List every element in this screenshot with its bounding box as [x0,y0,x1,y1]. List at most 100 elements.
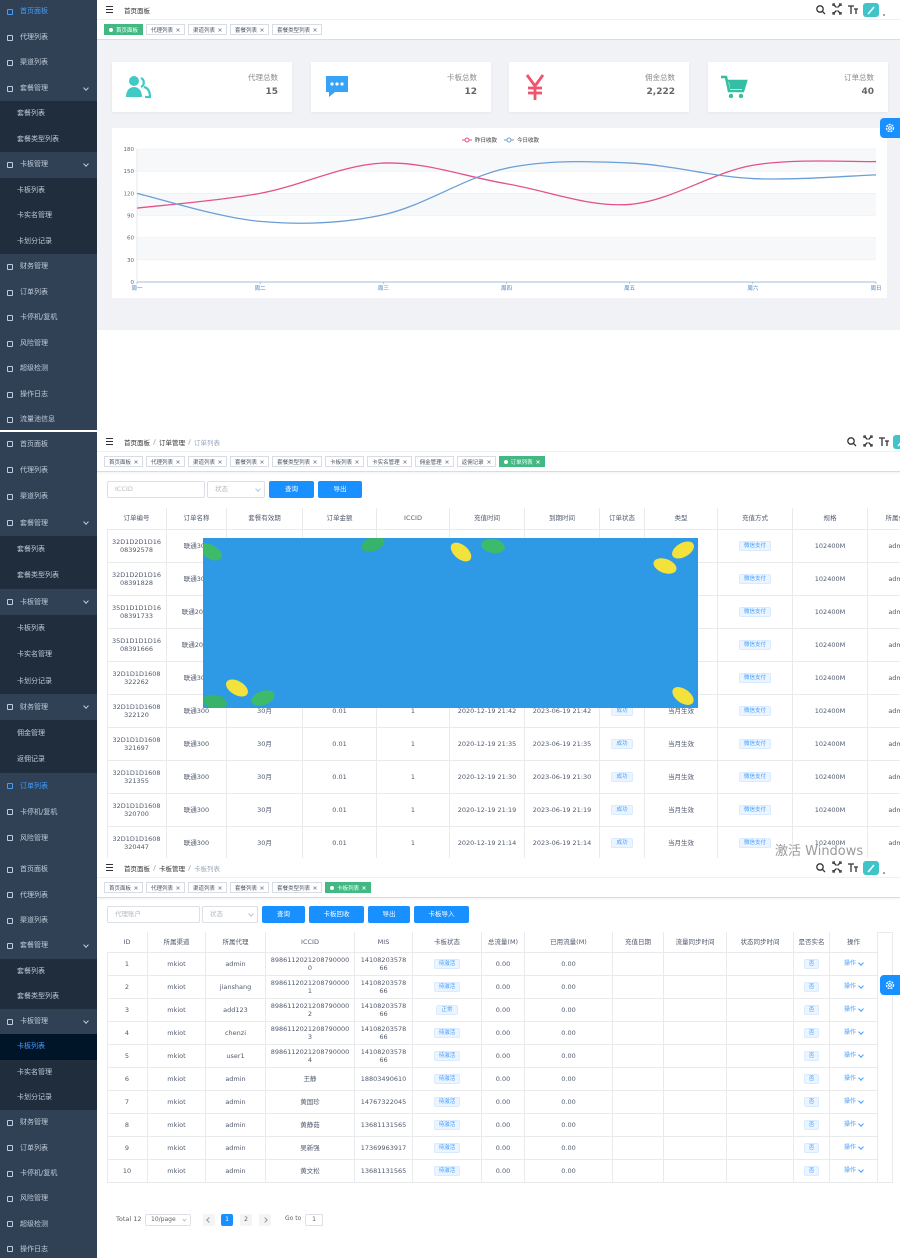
menu-item[interactable]: 流量池信息 [0,407,97,430]
tag[interactable]: 渠道列表 [188,456,228,467]
menu-item[interactable]: 套餐管理 [0,75,97,102]
page-arrow[interactable] [259,1214,271,1226]
submenu-item[interactable]: 套餐列表 [0,536,97,563]
tag-close[interactable] [176,459,180,464]
submenu-item[interactable]: 套餐列表 [0,101,97,127]
settings-button[interactable] [880,118,900,138]
submenu-item[interactable]: 套餐类型列表 [0,983,97,1010]
menu-item[interactable]: 订单列表 [0,1135,97,1161]
page-number[interactable]: 2 [240,1214,252,1226]
action-link[interactable]: 操作 [843,983,856,991]
stat-card[interactable]: 代理总数 15 [112,62,292,112]
stat-card[interactable]: 卡板总数 12 [311,62,491,112]
tag[interactable]: 卡实名管理 [367,456,412,467]
tag-close[interactable] [444,459,449,464]
menu-item[interactable]: 卡停机/复机 [0,1160,97,1187]
tag[interactable]: 套餐列表 [230,882,270,893]
menu-item[interactable]: 超级检测 [0,356,97,382]
breadcrumb-item[interactable]: 订单管理 [159,439,185,447]
menu-item[interactable]: 风险管理 [0,330,97,357]
submenu-item[interactable]: 佣金管理 [0,720,97,747]
stat-card[interactable]: 订单总数 40 [708,62,888,112]
tag[interactable]: 卡板列表 [325,456,365,467]
tag-close[interactable] [313,459,317,464]
action-link[interactable]: 操作 [843,1121,856,1129]
search-input[interactable]: 代理账户 [107,906,200,923]
tag-close[interactable] [218,27,222,32]
action-link[interactable]: 操作 [843,1006,856,1014]
tag-close[interactable] [260,459,264,464]
tag[interactable]: 套餐列表 [230,456,270,467]
submenu-item[interactable]: 卡实名管理 [0,641,97,668]
tag[interactable]: 代理列表 [146,24,186,35]
status-select[interactable]: 状态 [202,906,258,923]
tag-close[interactable] [355,459,359,464]
button[interactable]: 卡板回收 [309,906,364,923]
submenu-item[interactable]: 返佣记录 [0,746,97,773]
button[interactable]: 查询 [262,906,305,923]
menu-item[interactable]: 代理列表 [0,882,97,908]
menu-item[interactable]: 超级检测 [0,1211,97,1237]
tag[interactable]: 套餐列表 [230,24,270,35]
action-link[interactable]: 操作 [843,1075,856,1083]
page-number[interactable]: 1 [221,1214,233,1226]
action-link[interactable]: 操作 [843,1144,856,1152]
button[interactable]: 卡板导入 [414,906,469,923]
menu-item[interactable]: 首页面板 [0,858,97,883]
tag-close[interactable] [176,27,180,32]
tag[interactable]: 佣金管理 [414,456,454,467]
menu-item[interactable]: 渠道列表 [0,907,97,934]
menu-item[interactable]: 卡板管理 [0,588,97,615]
tag-close[interactable] [260,885,264,890]
menu-item[interactable]: 操作日志 [0,381,97,408]
tag[interactable]: 渠道列表 [188,882,228,893]
tag[interactable]: 渠道列表 [188,24,228,35]
tag-close[interactable] [313,885,317,890]
menu-item[interactable]: 卡停机/复机 [0,799,97,826]
page-size-select[interactable]: 10/page [145,1214,191,1226]
tag[interactable]: 首页面板 [104,24,144,35]
menu-item[interactable]: 首页面板 [0,0,97,25]
tag[interactable]: 首页面板 [104,882,144,893]
tag[interactable]: 返佣记录 [456,456,496,467]
tag-close[interactable] [535,459,540,464]
button[interactable]: 导出 [318,481,362,498]
menu-item[interactable]: 套餐管理 [0,509,97,537]
menu-item[interactable]: 风险管理 [0,1186,97,1212]
submenu-item[interactable]: 卡板列表 [0,1034,97,1060]
tag-close[interactable] [134,459,138,464]
menu-item[interactable]: 渠道列表 [0,50,97,76]
submenu-item[interactable]: 卡实名管理 [0,203,97,229]
action-link[interactable]: 操作 [843,1098,856,1106]
menu-item[interactable]: 代理列表 [0,24,97,51]
tag[interactable]: 代理列表 [146,456,186,467]
tag-close[interactable] [486,459,491,464]
submenu-item[interactable]: 卡实名管理 [0,1059,97,1086]
menu-item[interactable]: 订单列表 [0,279,97,306]
tag-close[interactable] [402,459,407,464]
page-arrow[interactable] [203,1214,215,1226]
tag[interactable]: 代理列表 [146,882,186,893]
submenu-item[interactable]: 套餐类型列表 [0,562,97,589]
breadcrumb-item[interactable]: 首页面板 [124,865,150,873]
tag[interactable]: 卡板列表 [325,882,372,893]
action-link[interactable]: 操作 [843,960,856,968]
menu-item[interactable]: 卡板管理 [0,152,97,178]
menu-item[interactable]: 卡停机/复机 [0,305,97,331]
tag-close[interactable] [218,885,222,890]
submenu-item[interactable]: 卡划分记录 [0,228,97,255]
submenu-item[interactable]: 套餐类型列表 [0,126,97,153]
tag-close[interactable] [176,885,180,890]
submenu-item[interactable]: 卡划分记录 [0,1085,97,1111]
submenu-item[interactable]: 卡板列表 [0,614,97,642]
breadcrumb-item[interactable]: 卡板管理 [159,865,185,873]
menu-item[interactable]: 财务管理 [0,693,97,721]
submenu-item[interactable]: 卡板列表 [0,177,97,204]
action-link[interactable]: 操作 [843,1029,856,1037]
menu-item[interactable]: 操作日志 [0,1236,97,1258]
tag-close[interactable] [218,459,222,464]
menu-item[interactable]: 财务管理 [0,254,97,280]
menu-item[interactable]: 财务管理 [0,1110,97,1136]
menu-item[interactable]: 代理列表 [0,457,97,484]
tag-close[interactable] [134,885,138,890]
